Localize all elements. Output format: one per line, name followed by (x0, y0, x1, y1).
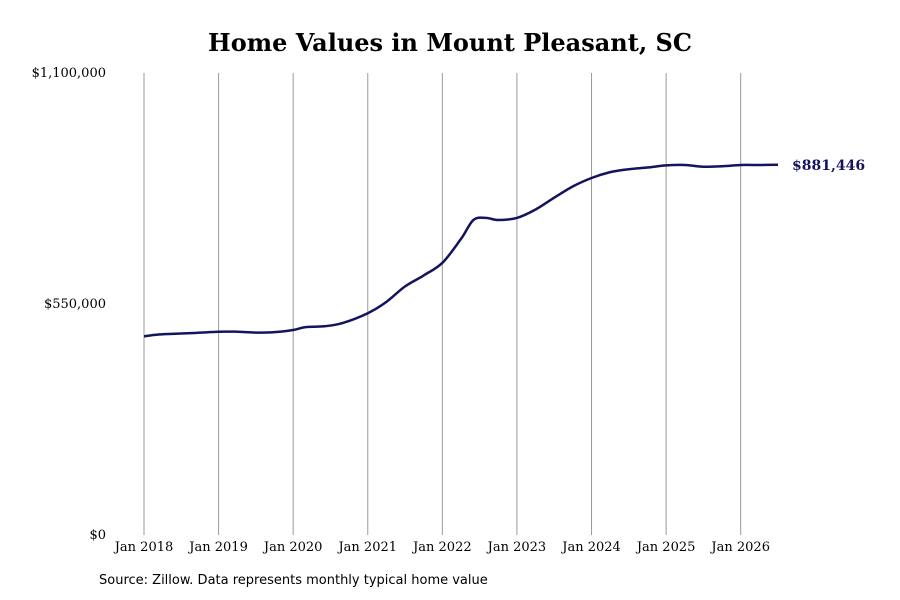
latest-value-label: $881,446 (792, 158, 865, 174)
home-value-line (143, 163, 779, 338)
gridlines (143, 73, 742, 535)
x-tick-label: Jan 2022 (411, 540, 472, 555)
x-tick-label: Jan 2018 (113, 540, 174, 555)
y-axis-labels: $0 $550,000 $1,100,000 (32, 66, 106, 543)
x-tick-label: Jan 2021 (336, 540, 397, 555)
y-tick-label: $0 (89, 528, 106, 543)
y-tick-label: $1,100,000 (32, 66, 106, 81)
y-tick-label: $550,000 (44, 297, 106, 312)
x-tick-label: Jan 2025 (635, 540, 696, 555)
x-tick-label: Jan 2026 (709, 540, 770, 555)
x-tick-label: Jan 2019 (187, 540, 248, 555)
x-tick-label: Jan 2020 (262, 540, 323, 555)
x-axis-labels: Jan 2018 Jan 2019 Jan 2020 Jan 2021 Jan 2022… (113, 540, 770, 555)
x-tick-label: Jan 2023 (486, 540, 547, 555)
source-note: Source: Zillow. Data represents monthly … (99, 573, 488, 588)
x-tick-label: Jan 2024 (560, 540, 621, 555)
chart-title: Home Values in Mount Pleasant, SC (208, 28, 692, 57)
